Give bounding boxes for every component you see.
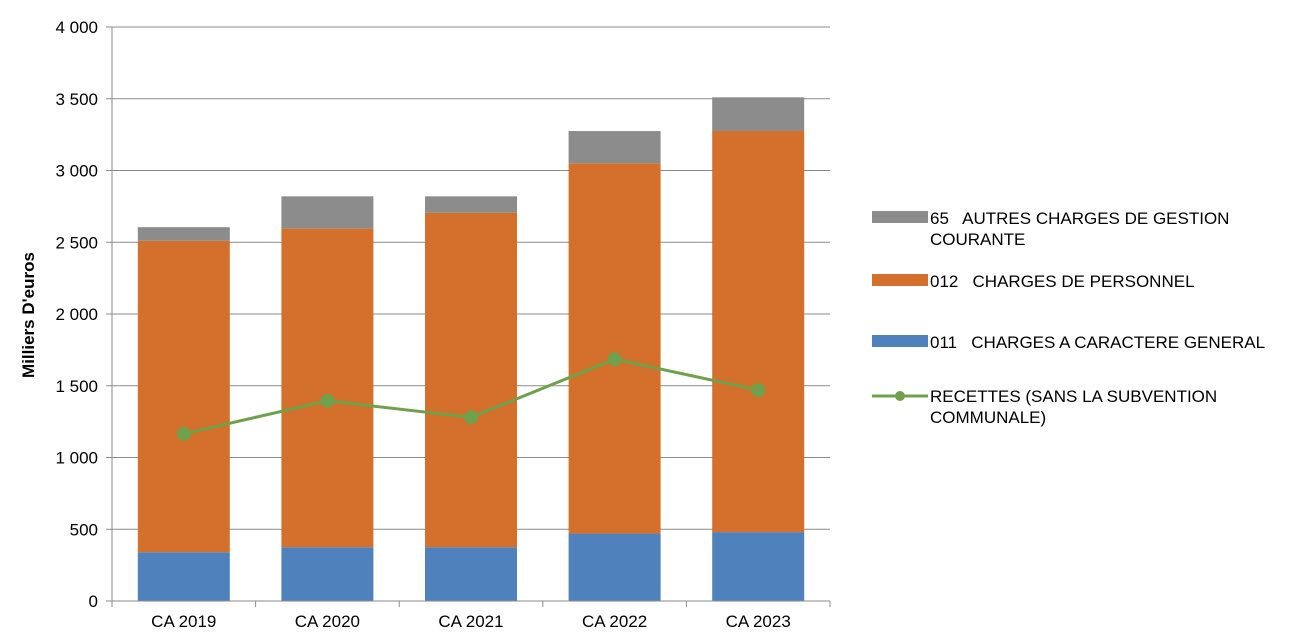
bars: [137, 97, 805, 601]
legend-label: 012 CHARGES DE PERSONNEL: [930, 272, 1195, 291]
legend-label: 65 AUTRES CHARGES DE GESTION COURANTE: [930, 209, 1235, 249]
x-tick-label: CA 2020: [295, 612, 360, 631]
bar-segment: [712, 532, 805, 601]
line-point: [607, 352, 622, 367]
y-tick-label: 1 500: [55, 377, 98, 396]
bar-segment: [425, 212, 517, 548]
legend-item-charges-generales: 011 CHARGES A CARACTERE GENERAL: [872, 332, 1310, 380]
bar-segment: [568, 533, 661, 601]
x-tick-label: CA 2022: [582, 612, 647, 631]
legend-swatch-orange: [872, 274, 928, 286]
y-axis-title: Milliers D'euros: [19, 252, 38, 378]
bar-segment: [137, 552, 230, 601]
axes: 0 500 1 000 1 500 2 000 2 500 3 000 3 500 4 000 C…: [55, 18, 831, 631]
y-tick-label: 4 000: [55, 18, 98, 37]
y-tick-label: 0: [89, 592, 98, 611]
y-tick-label: 1 000: [55, 449, 98, 468]
bar-segment: [425, 547, 517, 601]
legend-item-recettes: RECETTES (SANS LA SUBVENTION COMMUNALE): [872, 386, 1310, 434]
bar-segment: [712, 131, 805, 533]
recettes-line: [176, 352, 766, 441]
bar-segment: [281, 547, 374, 601]
y-tick-label: 2 000: [55, 305, 98, 324]
legend-swatch-line: [872, 391, 928, 401]
bar-segment: [281, 196, 374, 229]
bar-segment: [137, 227, 230, 241]
bar-segment: [137, 240, 230, 553]
legend-swatch-gray: [872, 211, 928, 223]
legend-item-charges-personnel: 012 CHARGES DE PERSONNEL: [872, 271, 1310, 327]
line-point: [176, 426, 191, 441]
x-tick-label: CA 2019: [151, 612, 216, 631]
x-tick-label: CA 2021: [438, 612, 503, 631]
legend-label: RECETTES (SANS LA SUBVENTION COMMUNALE): [930, 387, 1222, 427]
y-tick-label: 3 000: [55, 162, 98, 181]
x-tick-label: CA 2023: [726, 612, 791, 631]
legend-item-autres-charges: 65 AUTRES CHARGES DE GESTION COURANTE: [872, 208, 1310, 256]
bar-segment: [568, 131, 661, 164]
bar-segment: [568, 163, 661, 534]
bar-segment: [425, 196, 517, 213]
bar-segment: [281, 228, 374, 548]
line-point: [320, 393, 335, 408]
y-tick-label: 3 500: [55, 90, 98, 109]
line-point: [751, 383, 766, 398]
y-tick-label: 500: [70, 520, 98, 539]
legend-swatch-blue: [872, 335, 928, 347]
y-tick-label: 2 500: [55, 233, 98, 252]
legend: 65 AUTRES CHARGES DE GESTION COURANTE 01…: [872, 208, 1310, 434]
legend-label: 011 CHARGES A CARACTERE GENERAL: [930, 333, 1266, 352]
line-point: [464, 410, 478, 425]
bar-segment: [712, 97, 805, 132]
